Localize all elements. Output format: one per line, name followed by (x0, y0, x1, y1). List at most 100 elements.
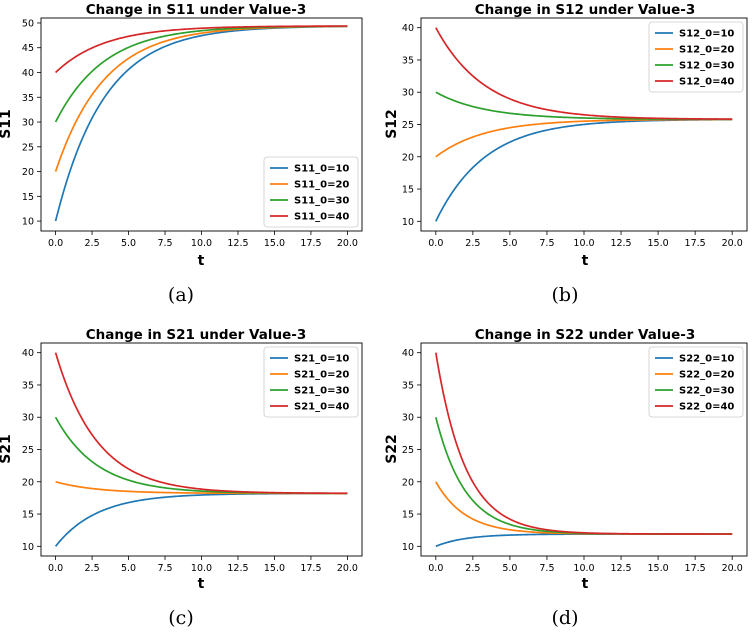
series-line-s21-0-10 (54, 492, 348, 547)
x-tick-label: 5.0 (121, 563, 136, 574)
x-tick-label: 0.0 (428, 238, 443, 249)
legend-label: S22_0=30 (679, 386, 734, 397)
panel-c: Change in S21 under Value-3 0.0 2.5 5.0 7.5… (0, 327, 363, 629)
series-line-s11-0-20 (54, 25, 348, 172)
y-tick-label: 30 (22, 413, 34, 424)
legend-label: S11_0=20 (294, 180, 349, 191)
legend-label: S11_0=40 (294, 212, 349, 223)
x-tick-label: 12.5 (227, 238, 248, 249)
y-tick-label: 35 (402, 55, 414, 66)
x-tick-label: 10.0 (573, 563, 594, 574)
x-axis-label: t (198, 576, 205, 592)
legend-label: S22_0=20 (679, 370, 734, 381)
x-tick-label: 15.0 (264, 563, 285, 574)
x-tick-label: 2.5 (85, 238, 100, 249)
y-tick-label: 25 (22, 142, 34, 153)
series-line-s22-0-30 (434, 417, 733, 535)
y-tick-label: 30 (402, 413, 414, 424)
x-tick-label: 2.5 (85, 563, 100, 574)
legend-label: S11_0=10 (294, 164, 349, 175)
x-tick-label: 12.5 (610, 563, 631, 574)
y-tick-label: 30 (402, 88, 414, 99)
y-tick-label: 10 (22, 542, 34, 553)
x-tick-label: 20.0 (337, 563, 358, 574)
panel-a: Change in S11 under Value-3 0.0 2.5 5.0 7.5… (0, 2, 363, 306)
y-tick-label: 40 (22, 348, 34, 359)
x-tick-label: 2.5 (465, 238, 480, 249)
series-line-s12-0-40 (435, 27, 733, 120)
legend-label: S12_0=30 (679, 61, 734, 72)
panel-d: Change in S22 under Value-3 0.0 2.5 5.0 7.5… (384, 327, 748, 629)
y-tick-label: 15 (402, 510, 414, 521)
x-tick-label: 15.0 (264, 238, 285, 249)
y-tick-label: 10 (402, 542, 414, 553)
x-tick-label: 17.5 (300, 238, 321, 249)
legend-label: S21_0=30 (294, 386, 349, 397)
x-tick-label: 20.0 (722, 563, 743, 574)
x-axis-label: t (582, 576, 589, 592)
x-tick-label: 17.5 (685, 238, 706, 249)
y-tick-label: 35 (22, 93, 34, 104)
x-tick-label: 10.0 (191, 563, 212, 574)
y-tick-label: 25 (22, 445, 34, 456)
y-tick-label: 15 (22, 510, 34, 521)
y-tick-label: 45 (22, 43, 34, 54)
legend-box (648, 21, 744, 93)
panel-b: Change in S12 under Value-3 0.0 2.5 5.0 7.5… (384, 2, 748, 306)
x-tick-label: 12.5 (227, 563, 248, 574)
y-axis-label: S12 (384, 109, 400, 139)
x-tick-label: 7.5 (157, 238, 172, 249)
y-tick-label: 15 (22, 192, 34, 203)
x-tick-label: 5.0 (121, 238, 136, 249)
legend-label: S12_0=40 (679, 77, 734, 88)
panel-caption: (d) (552, 607, 579, 629)
x-tick-label: 0.0 (48, 563, 63, 574)
x-axis-label: t (198, 253, 205, 269)
y-tick-label: 35 (22, 380, 34, 391)
chart-title: Change in S22 under Value-3 (475, 327, 696, 343)
legend-label: S21_0=20 (294, 370, 349, 381)
legend-label: S22_0=40 (679, 402, 734, 413)
x-tick-label: 20.0 (722, 238, 743, 249)
legend-label: S21_0=40 (294, 402, 349, 413)
series-line-s21-0-30 (54, 416, 348, 495)
y-tick-label: 30 (22, 118, 34, 129)
y-axis-label: S11 (0, 109, 14, 139)
x-axis-label: t (582, 253, 589, 269)
panel-caption: (a) (168, 284, 194, 306)
series-line-s22-0-10 (435, 533, 733, 548)
legend-label: S12_0=20 (679, 45, 734, 56)
legend-box (263, 156, 359, 228)
chart-title: Change in S21 under Value-3 (86, 327, 307, 343)
legend-label: S11_0=30 (294, 196, 349, 207)
y-tick-label: 15 (402, 185, 414, 196)
x-tick-label: 0.0 (428, 563, 443, 574)
y-tick-label: 35 (402, 380, 414, 391)
x-tick-label: 5.0 (502, 238, 517, 249)
series-line-s11-0-30 (54, 25, 348, 123)
x-tick-label: 2.5 (465, 563, 480, 574)
x-tick-label: 15.0 (648, 563, 669, 574)
y-axis-label: S21 (0, 434, 14, 464)
x-tick-label: 5.0 (502, 563, 517, 574)
x-tick-label: 20.0 (337, 238, 358, 249)
legend-label: S22_0=10 (679, 354, 734, 365)
legend-label: S12_0=10 (679, 29, 734, 40)
y-tick-label: 40 (22, 68, 34, 79)
series-line-s21-0-40 (54, 352, 348, 495)
panel-caption: (b) (552, 284, 579, 306)
y-tick-label: 20 (22, 477, 34, 488)
series-line-s11-0-40 (55, 25, 348, 74)
y-tick-label: 25 (402, 445, 414, 456)
x-tick-label: 15.0 (648, 238, 669, 249)
legend-box (648, 346, 744, 418)
y-tick-label: 20 (402, 477, 414, 488)
y-tick-label: 40 (402, 348, 414, 359)
x-tick-label: 10.0 (191, 238, 212, 249)
y-tick-label: 20 (402, 152, 414, 163)
chart-title: Change in S12 under Value-3 (475, 2, 696, 18)
y-tick-label: 40 (402, 23, 414, 34)
x-tick-label: 17.5 (685, 563, 706, 574)
x-tick-label: 7.5 (157, 563, 172, 574)
